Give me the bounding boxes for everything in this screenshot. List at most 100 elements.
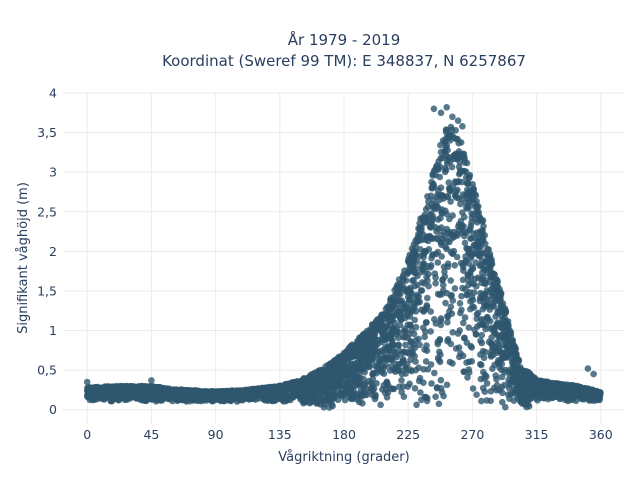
data-point bbox=[237, 394, 244, 401]
data-point bbox=[294, 389, 301, 397]
x-tick-label: 180 bbox=[332, 427, 356, 442]
data-point bbox=[423, 397, 431, 405]
data-point bbox=[424, 277, 431, 284]
data-point bbox=[366, 351, 374, 358]
data-point bbox=[468, 195, 476, 203]
data-point bbox=[443, 104, 451, 111]
data-point bbox=[427, 210, 435, 217]
data-point bbox=[377, 401, 384, 409]
data-point bbox=[507, 368, 514, 375]
data-point bbox=[427, 328, 435, 335]
data-point bbox=[446, 185, 453, 193]
data-point bbox=[393, 325, 400, 332]
data-point bbox=[313, 399, 321, 407]
data-point bbox=[463, 159, 471, 167]
data-point bbox=[271, 396, 279, 404]
data-point bbox=[196, 389, 203, 396]
data-point bbox=[461, 239, 469, 247]
data-point bbox=[378, 363, 386, 371]
data-point bbox=[420, 366, 427, 373]
data-point bbox=[508, 339, 516, 346]
data-point bbox=[436, 291, 444, 299]
data-point bbox=[414, 272, 421, 280]
data-point bbox=[387, 334, 395, 341]
data-point bbox=[465, 324, 473, 331]
data-point bbox=[477, 337, 484, 345]
data-point bbox=[429, 172, 437, 179]
chart-title-line-1: År 1979 - 2019 bbox=[288, 30, 401, 49]
data-point bbox=[155, 385, 162, 392]
data-point bbox=[121, 384, 128, 392]
data-point bbox=[543, 380, 551, 388]
data-point bbox=[163, 386, 170, 393]
data-point bbox=[421, 333, 429, 341]
data-point bbox=[460, 319, 467, 327]
data-point bbox=[486, 278, 493, 286]
data-point bbox=[479, 274, 487, 281]
data-point bbox=[465, 366, 473, 373]
data-point bbox=[429, 184, 436, 192]
data-point bbox=[451, 178, 459, 185]
data-point bbox=[478, 331, 486, 339]
data-point bbox=[403, 303, 410, 311]
data-point bbox=[570, 382, 578, 390]
x-axis-title: Vågriktning (grader) bbox=[278, 450, 409, 465]
data-point bbox=[484, 313, 491, 321]
data-point bbox=[411, 303, 418, 311]
data-point bbox=[506, 395, 513, 403]
data-point bbox=[270, 383, 277, 391]
data-point bbox=[388, 314, 395, 322]
y-tick-labels: 0 0,5 1 1,5 2 2,5 3 3,5 4 bbox=[37, 86, 57, 418]
data-point bbox=[425, 270, 432, 278]
data-point bbox=[424, 262, 432, 270]
data-point bbox=[83, 378, 91, 386]
data-point bbox=[463, 359, 470, 366]
data-point bbox=[487, 388, 495, 395]
data-point bbox=[511, 359, 519, 366]
data-point bbox=[433, 384, 441, 392]
data-point bbox=[388, 304, 395, 312]
data-point bbox=[348, 367, 355, 375]
data-point bbox=[404, 383, 412, 390]
data-point bbox=[387, 385, 394, 393]
data-point bbox=[460, 267, 467, 275]
data-point bbox=[362, 331, 370, 339]
data-point bbox=[437, 148, 445, 156]
data-point bbox=[492, 282, 499, 289]
data-point bbox=[325, 398, 333, 406]
data-point bbox=[456, 300, 464, 307]
data-point bbox=[477, 316, 485, 323]
data-point bbox=[456, 353, 463, 361]
y-tick-label: 2 bbox=[49, 244, 57, 259]
data-point bbox=[427, 308, 435, 315]
data-point bbox=[475, 208, 483, 216]
data-point bbox=[423, 319, 430, 326]
data-point bbox=[474, 323, 481, 330]
data-point bbox=[487, 397, 495, 405]
data-point bbox=[315, 394, 323, 401]
data-point bbox=[416, 341, 423, 349]
data-point bbox=[367, 387, 374, 395]
data-point bbox=[146, 384, 154, 391]
data-point bbox=[306, 399, 314, 407]
data-point bbox=[152, 393, 160, 400]
data-point bbox=[498, 383, 506, 391]
data-point bbox=[402, 328, 409, 335]
data-point bbox=[358, 352, 365, 359]
data-point bbox=[418, 268, 426, 276]
data-point bbox=[562, 382, 570, 390]
data-points bbox=[83, 104, 604, 411]
x-tick-label: 225 bbox=[396, 427, 420, 442]
data-point bbox=[454, 186, 461, 194]
y-axis-title: Signifikant våghöjd (m) bbox=[16, 182, 31, 334]
data-point bbox=[376, 357, 384, 364]
data-point bbox=[494, 307, 502, 315]
data-point bbox=[404, 258, 412, 265]
data-point bbox=[441, 273, 449, 280]
data-point bbox=[371, 362, 379, 369]
data-point bbox=[469, 385, 477, 392]
data-point bbox=[473, 283, 480, 290]
data-point bbox=[134, 384, 141, 392]
x-tick-label: 360 bbox=[589, 427, 613, 442]
data-point bbox=[562, 388, 570, 395]
